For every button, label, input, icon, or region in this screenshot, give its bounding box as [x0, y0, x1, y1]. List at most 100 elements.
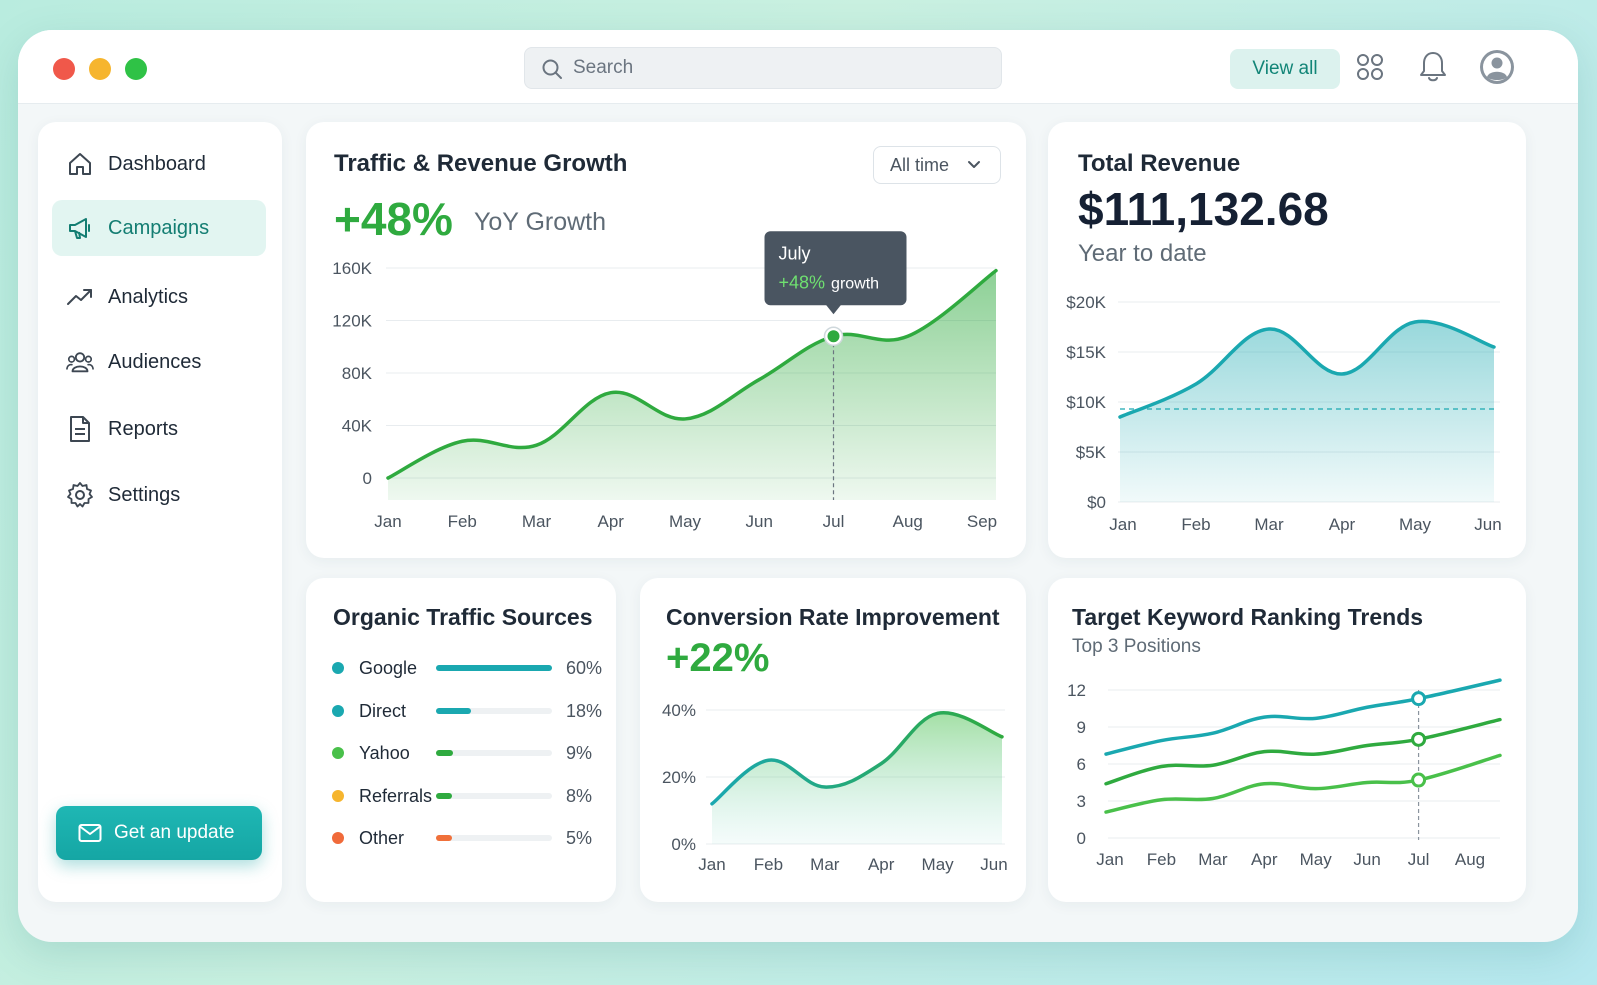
minimize-window-button[interactable] [89, 58, 111, 80]
y-tick-label: 80K [342, 364, 373, 383]
sources-card: Organic Traffic Sources Google 60% Direct 1… [306, 578, 616, 902]
y-tick-label: $20K [1066, 293, 1106, 312]
apps-grid-icon[interactable] [1355, 52, 1385, 82]
source-bar-fill [436, 707, 471, 714]
source-dot [332, 662, 344, 674]
source-dot [332, 704, 344, 717]
y-tick-label: $5K [1076, 443, 1107, 462]
search-input[interactable] [573, 48, 973, 88]
x-tick-label: Feb [1181, 515, 1210, 534]
gear-icon [66, 481, 94, 509]
tooltip-value: +48% growth [779, 272, 880, 292]
traffic-growth-label: YoY Growth [474, 208, 607, 236]
x-tick-label: May [1300, 850, 1333, 869]
source-bar-fill [436, 792, 452, 799]
x-tick-label: Jul [823, 512, 845, 531]
source-name: Referrals [359, 785, 433, 806]
y-tick-label: 6 [1077, 755, 1086, 774]
search-bar [524, 47, 1002, 89]
source-row: Google 60% [332, 656, 612, 680]
ranking-marker [1411, 731, 1427, 747]
search-icon [542, 59, 562, 79]
source-bar-fill [436, 665, 552, 671]
trend-icon [66, 283, 94, 311]
traffic-area [388, 270, 996, 500]
data-point [827, 330, 840, 343]
view-all-button[interactable]: View all [1230, 49, 1340, 89]
x-tick-label: Apr [1251, 850, 1278, 869]
source-pct: 5% [566, 828, 593, 848]
source-name: Direct [359, 700, 407, 721]
revenue-area [1120, 321, 1494, 502]
conversion-value: +22% [666, 636, 770, 680]
tooltip-box [764, 231, 907, 306]
sidebar-item-settings[interactable]: Settings [52, 467, 266, 523]
source-bar-track [436, 707, 552, 714]
x-tick-label: Mar [1198, 850, 1228, 869]
x-tick-label: Feb [448, 512, 477, 531]
x-tick-label: Apr [1329, 515, 1356, 534]
x-tick-label: May [1399, 515, 1432, 534]
sidebar-item-campaigns[interactable]: Campaigns [52, 200, 266, 256]
sidebar-item-audiences[interactable]: Audiences [52, 334, 266, 390]
source-row: Other 5% [332, 826, 612, 850]
x-tick-label: Apr [598, 512, 625, 531]
source-bar-track [436, 665, 552, 671]
maximize-window-button[interactable] [125, 58, 147, 80]
x-tick-label: Jan [698, 855, 725, 874]
source-bar-fill [436, 750, 454, 756]
x-tick-label: Mar [1254, 515, 1284, 534]
y-tick-label: 40K [342, 417, 373, 436]
home-icon [66, 150, 94, 178]
y-tick-label: 9 [1077, 718, 1086, 737]
sources-title: Organic Traffic Sources [333, 604, 593, 630]
y-tick-label: $15K [1066, 343, 1106, 362]
document-icon [66, 415, 94, 443]
y-tick-label: 160K [332, 259, 372, 278]
sidebar-item-reports[interactable]: Reports [52, 401, 266, 457]
tooltip-pointer [825, 304, 842, 315]
traffic-line [386, 268, 998, 480]
x-tick-label: Feb [754, 855, 783, 874]
x-tick-label: Jun [980, 855, 1007, 874]
y-tick-label: 20% [662, 768, 696, 787]
users-icon [66, 348, 94, 376]
y-tick-label: 0 [1077, 829, 1086, 848]
source-pct: 60% [566, 658, 603, 678]
titlebar: View all [18, 30, 1578, 104]
source-row: Yahoo 9% [332, 741, 612, 765]
source-pct: 9% [566, 743, 593, 763]
conversion-card: Conversion Rate Improvement +22% 0% 20% 40… [640, 578, 1026, 902]
x-tick-label: Feb [1147, 850, 1176, 869]
time-range-select[interactable]: All time [873, 146, 1001, 184]
y-tick-label: 12 [1067, 681, 1086, 700]
keywords-chart: 0 3 6 9 12 Jan Feb Mar Apr May Jun Jul Aug [1067, 678, 1502, 869]
source-name: Other [359, 828, 405, 848]
source-row: Direct 18% [332, 699, 612, 723]
get-update-button[interactable]: Get an update [56, 806, 262, 860]
y-tick-label: 120K [332, 312, 372, 331]
sidebar-item-dashboard[interactable]: Dashboard [52, 136, 266, 192]
keywords-card: Target Keyword Ranking Trends Top 3 Posi… [1048, 578, 1526, 902]
chevron-down-icon [968, 161, 981, 168]
x-tick-label: Jan [1096, 850, 1123, 869]
y-tick-label: 0 [363, 469, 372, 488]
source-pct: 18% [566, 700, 603, 721]
source-dot [332, 832, 344, 844]
x-tick-label: Jan [1109, 515, 1136, 534]
app-window: View all Dashboard [18, 30, 1578, 942]
y-tick-label: $10K [1066, 393, 1106, 412]
sidebar-item-analytics[interactable]: Analytics [52, 269, 266, 325]
source-dot [332, 789, 344, 802]
x-tick-label: Jun [1474, 515, 1501, 534]
source-row: Referrals 8% [332, 784, 612, 808]
tooltip: July +48% growth [764, 231, 907, 315]
revenue-amount: $111,132.68 [1078, 183, 1329, 235]
close-window-button[interactable] [53, 58, 75, 80]
avatar[interactable] [1479, 49, 1515, 85]
x-tick-label: Jun [746, 512, 773, 531]
bell-icon[interactable] [1418, 50, 1448, 84]
traffic-growth-value: +48% [334, 193, 453, 245]
keywords-title: Target Keyword Ranking Trends [1072, 604, 1424, 630]
revenue-subtitle: Year to date [1078, 240, 1207, 267]
